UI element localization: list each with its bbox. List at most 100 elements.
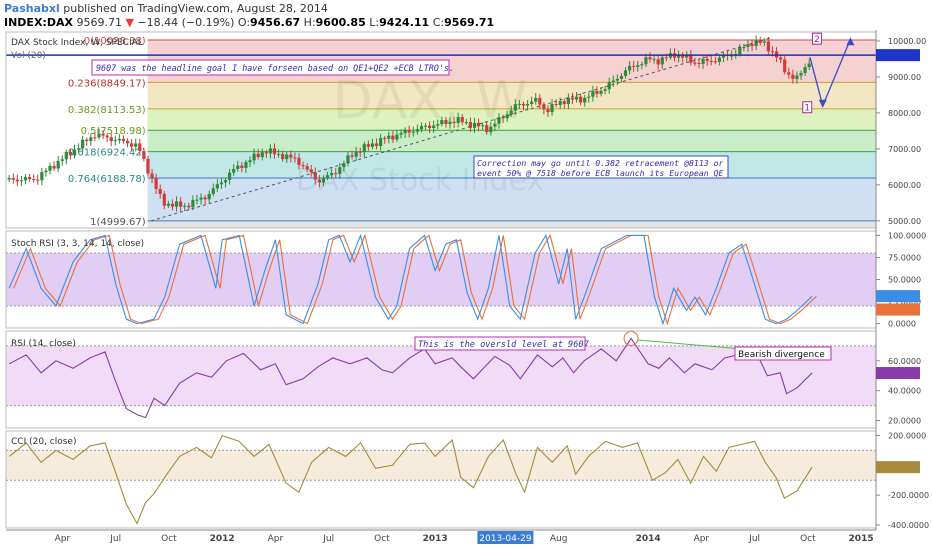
axis-tick-label: 5000.00 [888, 217, 921, 226]
candle-body [509, 110, 513, 115]
candle-body [411, 131, 415, 133]
candle-body [44, 170, 48, 173]
candle-body [628, 65, 632, 71]
candle-body [101, 133, 105, 136]
candle-body [272, 148, 277, 155]
candle-body [301, 165, 305, 167]
candle-body [379, 138, 383, 147]
time-tick-label: 2015 [849, 534, 874, 544]
candle-body [358, 151, 362, 153]
rsi-line [8, 337, 813, 419]
candle-body [476, 122, 481, 127]
candle-body [40, 172, 44, 181]
fib-label: 0.5(7518.98) [81, 126, 146, 137]
low-value: 9424.11 [379, 16, 430, 29]
candle-body [448, 121, 452, 124]
candle-body [521, 103, 526, 106]
fib-zone-1 [147, 82, 876, 109]
candle-body [468, 122, 473, 128]
time-tick-label: Aug [550, 534, 568, 544]
candle-body [644, 57, 648, 65]
candle-body [534, 97, 538, 102]
candle-body [562, 101, 566, 105]
candle-body [170, 203, 175, 207]
candle-body [366, 144, 370, 147]
candle-body [632, 65, 636, 67]
candle-body [166, 203, 170, 206]
candle-body [652, 59, 656, 61]
candle-body [648, 57, 652, 60]
candle-body [52, 165, 56, 169]
candle-body [191, 200, 195, 208]
cci-title: CCI (20, close) [11, 437, 76, 447]
candle-body [595, 90, 599, 94]
price-marker-bg [876, 49, 920, 62]
candle-body [334, 173, 338, 175]
correction-note-line1: Correction may go until 0.382 retracemen… [477, 158, 724, 168]
candle-body [799, 73, 803, 76]
down-arrow-icon: ▼ [125, 16, 134, 29]
candle-body [636, 65, 640, 67]
candle-body [248, 160, 252, 163]
divergence-note-box [734, 346, 832, 361]
low-label: L: [369, 16, 380, 29]
candle-body [211, 188, 215, 195]
high-value: 9600.85 [315, 16, 366, 29]
candle-body [485, 125, 489, 133]
axis-tick-label: 6000.00 [888, 181, 921, 190]
cci-band [6, 450, 876, 481]
candle-body [56, 160, 60, 169]
candle-body [199, 197, 203, 200]
axis-tick-label: 9000.00 [888, 73, 921, 82]
candle-body [174, 201, 179, 207]
open-value: 9456.67 [250, 16, 301, 29]
rsi-marker-bg [876, 367, 920, 380]
axis-tick-label: -400.0000 [888, 521, 929, 530]
candle-body [407, 129, 411, 133]
candle-body [766, 41, 770, 52]
candle-body [709, 60, 713, 62]
symbol-label: INDEX:DAX [4, 16, 73, 29]
candle-body [117, 138, 121, 141]
candle-body [701, 58, 705, 64]
candle-body [187, 205, 191, 208]
candle-body [85, 139, 89, 141]
candle-body [338, 167, 342, 174]
candle-body [660, 57, 664, 65]
price-change: −18.44 (−0.19%) [137, 16, 235, 29]
candle-body [48, 165, 52, 171]
candle-body [232, 168, 236, 173]
candle-body [550, 103, 554, 113]
candle-body [591, 90, 595, 97]
candle-body [599, 90, 603, 94]
candle-body [350, 155, 354, 157]
cursor-date-label[interactable]: 2013-04-29 [479, 534, 532, 544]
candle-body [179, 201, 183, 207]
candle-body [795, 75, 799, 79]
candle-body [113, 140, 117, 142]
candle-body [538, 97, 542, 105]
time-tick-label: 2012 [210, 534, 235, 544]
candle-body [750, 44, 754, 47]
candle-body [742, 46, 746, 48]
candle-body [664, 57, 668, 59]
candle-body [697, 63, 701, 65]
stoch-k-marker-bg [876, 290, 920, 303]
fib-label: 0.382(8113.53) [68, 105, 146, 116]
time-tick-label: Jul [109, 534, 121, 544]
candle-body [689, 55, 693, 63]
volume-label: Vol (20) [11, 51, 46, 61]
candle-body [403, 129, 407, 134]
candle-body [162, 193, 166, 206]
axis-tick-label: 60.0000 [888, 357, 921, 366]
candle-body [656, 59, 660, 65]
candle-body [791, 74, 795, 79]
divergence-note: Bearish divergence [738, 350, 825, 360]
candle-body [762, 41, 766, 43]
axis-tick-label: 50.0000 [888, 276, 921, 285]
axis-tick-label: 100.0000 [888, 231, 926, 240]
author-link[interactable]: Pashabxl [4, 2, 60, 15]
candle-body [436, 124, 440, 126]
candle-body [432, 125, 436, 129]
